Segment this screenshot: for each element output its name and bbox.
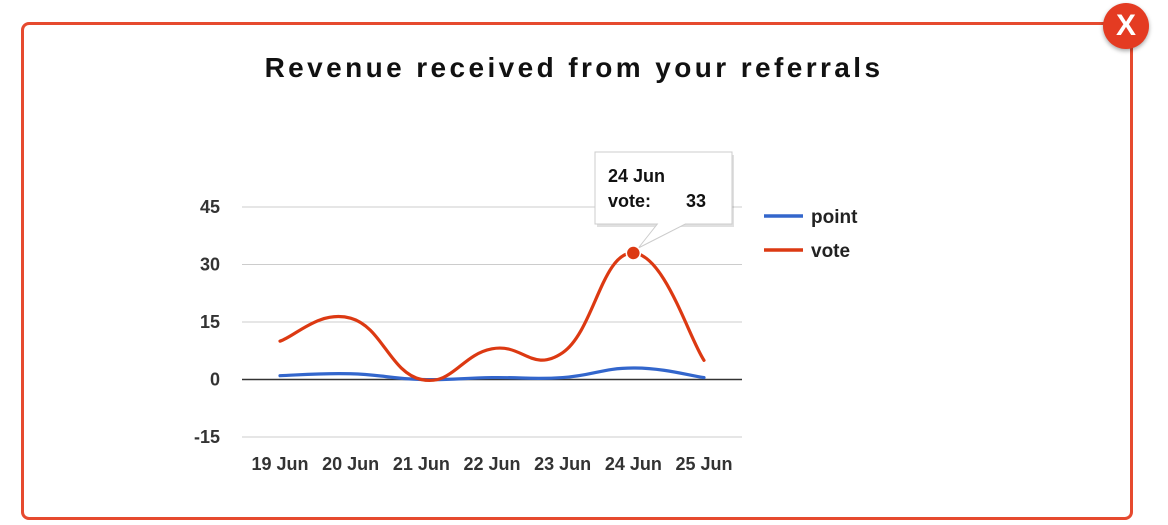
x-tick-label: 20 Jun — [322, 454, 379, 474]
chart-title: Revenue received from your referrals — [264, 52, 884, 83]
x-tick-label: 19 Jun — [251, 454, 308, 474]
x-tick-label: 23 Jun — [534, 454, 591, 474]
y-tick-label: -15 — [194, 427, 220, 447]
tooltip-value: 33 — [686, 191, 706, 211]
y-tick-label: 30 — [200, 255, 220, 275]
tooltip-series-label: vote: — [608, 191, 651, 211]
y-tick-label: 45 — [200, 197, 220, 217]
series-line-point — [278, 366, 706, 382]
y-tick-label: 15 — [200, 312, 220, 332]
tooltip-category: 24 Jun — [608, 166, 665, 186]
highlighted-point — [625, 245, 642, 261]
x-tick-label: 21 Jun — [393, 454, 450, 474]
series-line-vote — [278, 251, 706, 383]
y-tick-label: 0 — [210, 370, 220, 390]
x-tick-label: 22 Jun — [463, 454, 520, 474]
x-tick-label: 24 Jun — [605, 454, 662, 474]
tooltip-box — [594, 151, 733, 249]
close-button[interactable]: X — [1103, 3, 1149, 49]
legend-label-vote: vote — [811, 241, 850, 262]
legend-label-point: point — [811, 207, 858, 228]
x-tick-label: 25 Jun — [675, 454, 732, 474]
